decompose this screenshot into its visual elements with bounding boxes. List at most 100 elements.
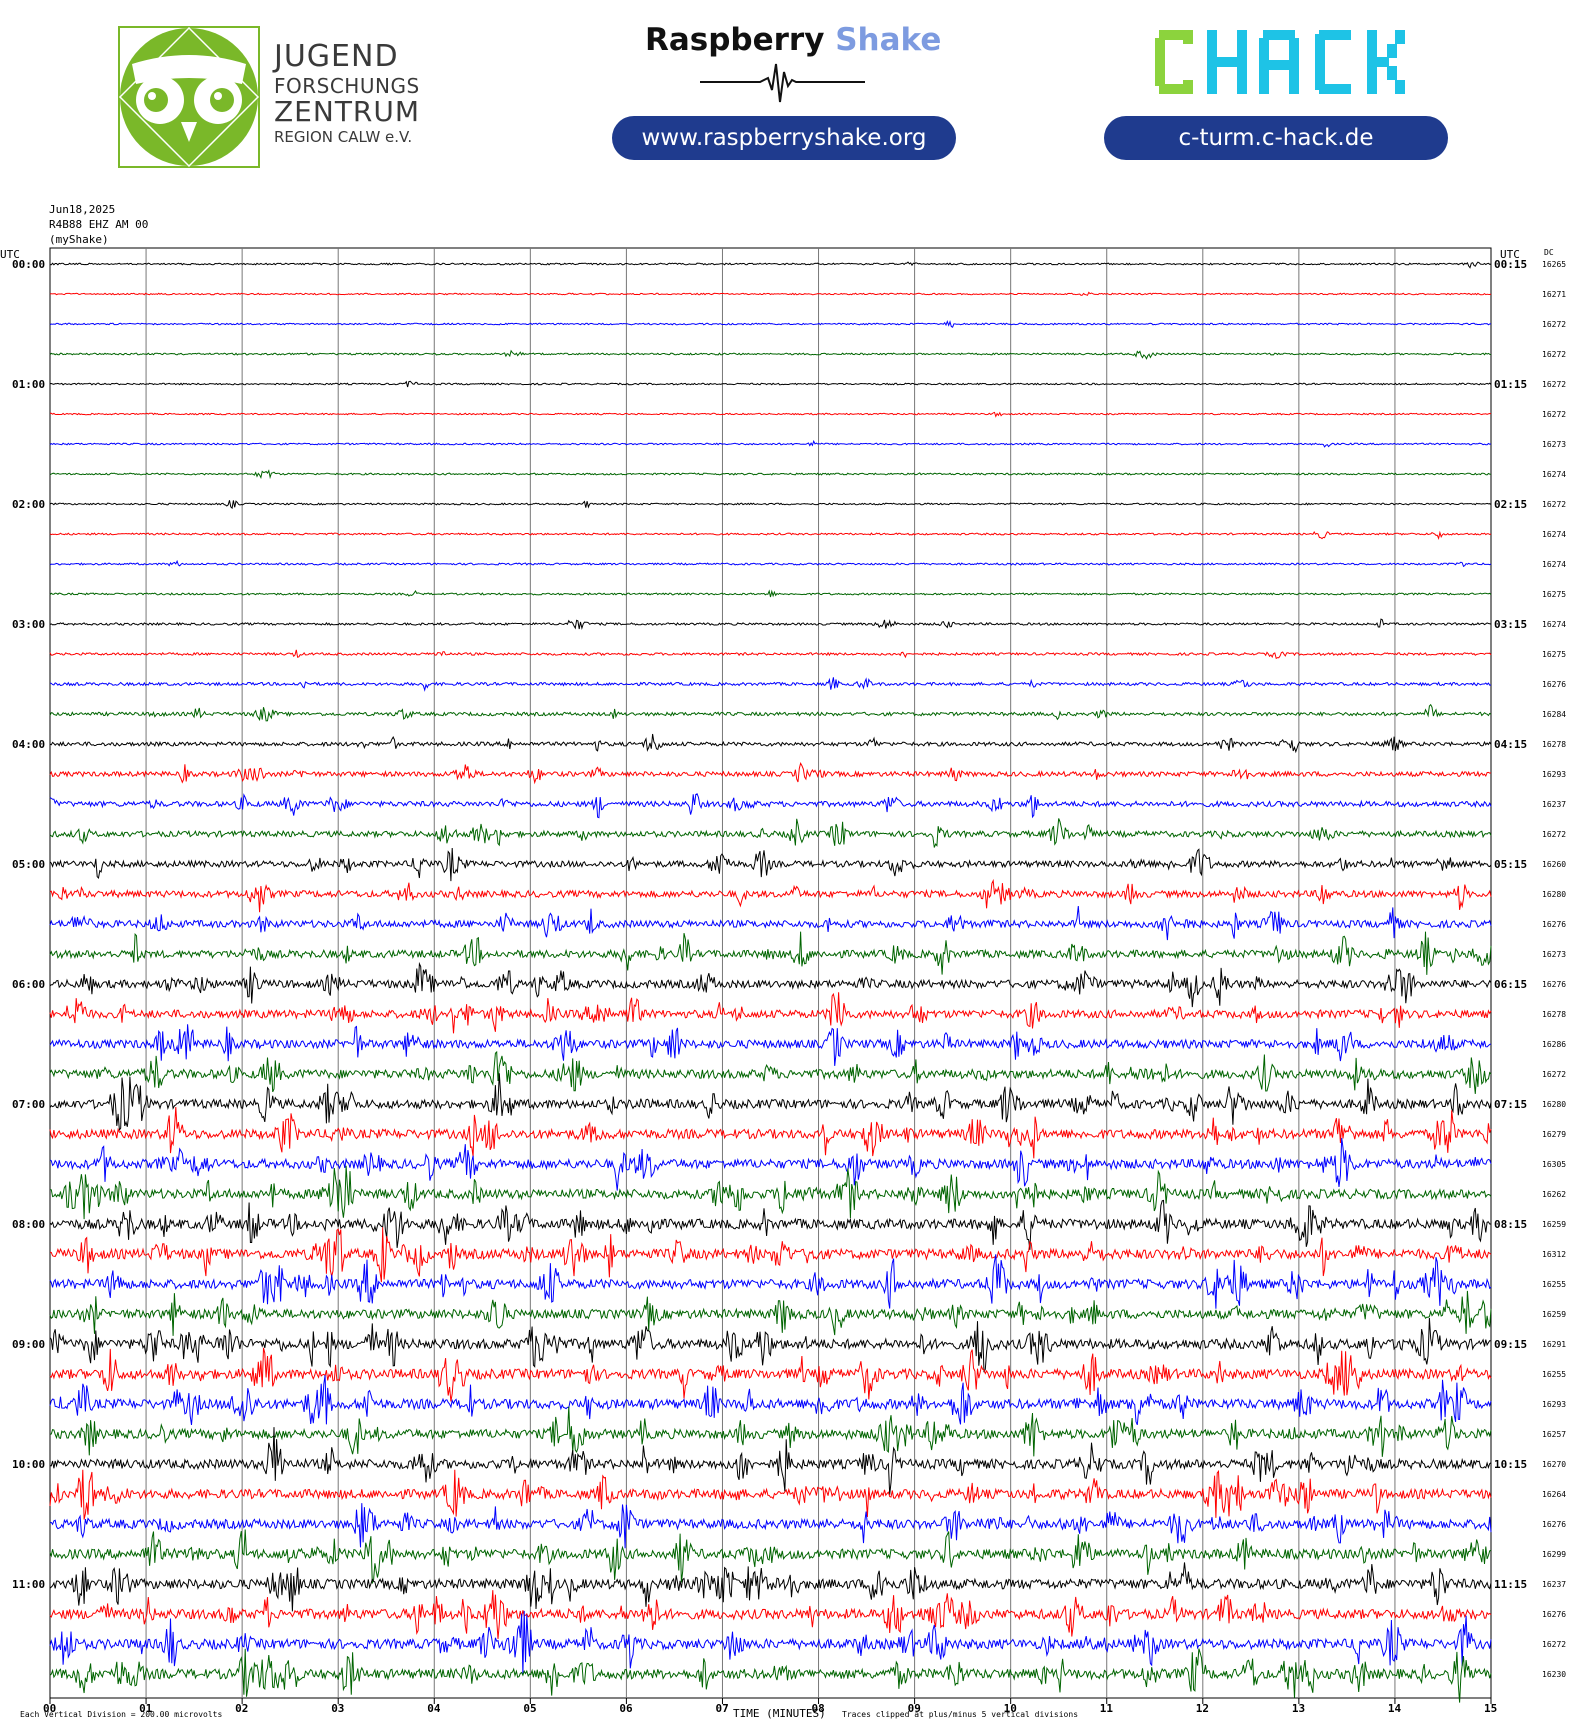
plot-frame xyxy=(49,247,1492,1699)
trace-line xyxy=(49,1648,1492,1703)
trace-line xyxy=(49,1137,1492,1191)
trace-line xyxy=(49,1165,1492,1220)
trace-line xyxy=(49,1227,1492,1283)
footer-scale-note: Each Vertical Division = 200.00 microvol… xyxy=(20,1710,222,1719)
row-left-label: 11:00 xyxy=(12,1578,45,1591)
raspberry-word: Raspberry xyxy=(645,22,825,58)
row-dc-value: 16293 xyxy=(1542,770,1566,779)
row-dc-value: 16274 xyxy=(1542,560,1566,569)
row-dc-value: 16276 xyxy=(1542,1520,1566,1529)
row-dc-value: 16259 xyxy=(1542,1310,1566,1319)
trace-line xyxy=(49,847,1492,882)
row-dc-value: 16237 xyxy=(1542,1580,1566,1589)
row-dc-value: 16272 xyxy=(1542,1070,1566,1079)
row-dc-value: 16280 xyxy=(1542,1100,1566,1109)
row-left-label: 00:00 xyxy=(12,258,45,271)
jfz-line-2: FORSCHUNGS xyxy=(274,74,420,98)
trace-line xyxy=(49,703,1492,722)
row-dc-value: 16274 xyxy=(1542,470,1566,479)
row-dc-value: 16276 xyxy=(1542,1610,1566,1619)
trace-line xyxy=(49,906,1492,941)
chack-logo-icon[interactable] xyxy=(1155,30,1415,94)
trace-line xyxy=(49,291,1492,296)
jfz-line-1: JUGEND xyxy=(274,39,399,74)
trace-line xyxy=(49,1317,1492,1373)
raspberryshake-url-button[interactable]: www.raspberryshake.org xyxy=(612,116,956,160)
jfz-wordmark: JUGEND FORSCHUNGS ZENTRUM REGION CALW e.… xyxy=(274,42,420,145)
row-dc-value: 16276 xyxy=(1542,680,1566,689)
trace-line xyxy=(49,1590,1492,1639)
row-left-label: 08:00 xyxy=(12,1218,45,1231)
trace-line xyxy=(49,500,1492,510)
jfz-logo[interactable]: JUGEND FORSCHUNGS ZENTRUM REGION CALW e.… xyxy=(118,26,498,168)
row-dc-value: 16262 xyxy=(1542,1190,1566,1199)
trace-line xyxy=(49,1073,1492,1132)
row-dc-value: 16275 xyxy=(1542,650,1566,659)
row-left-label: 10:00 xyxy=(12,1458,45,1471)
trace-line xyxy=(49,1106,1492,1159)
row-left-label: 04:00 xyxy=(12,738,45,751)
shake-word: Shake xyxy=(835,22,942,58)
row-left-label: 02:00 xyxy=(12,498,45,511)
row-dc-value: 16274 xyxy=(1542,530,1566,539)
row-right-label: 11:15 xyxy=(1494,1578,1527,1591)
x-tick-label: 05 xyxy=(523,1702,536,1715)
row-dc-value: 16273 xyxy=(1542,440,1566,449)
grid-lines xyxy=(145,248,1396,1698)
x-tick-label: 02 xyxy=(235,1702,248,1715)
trace-line xyxy=(49,1347,1492,1402)
row-dc-value: 16272 xyxy=(1542,350,1566,359)
row-dc-value: 16276 xyxy=(1542,980,1566,989)
x-tick-label: 08 xyxy=(812,1702,825,1715)
trace-line xyxy=(49,349,1492,360)
raspberry-shake-logo[interactable]: Raspberry Shake xyxy=(645,22,941,58)
trace-line xyxy=(49,469,1492,480)
trace-line xyxy=(49,649,1492,660)
trace-line xyxy=(49,961,1492,1008)
row-right-label: 02:15 xyxy=(1494,498,1527,511)
trace-line xyxy=(49,1503,1492,1549)
trace-line xyxy=(49,733,1492,754)
x-tick-label: 15 xyxy=(1484,1702,1497,1715)
seismic-wave-icon xyxy=(700,63,865,103)
row-dc-value: 16264 xyxy=(1542,1490,1566,1499)
row-right-label: 08:15 xyxy=(1494,1218,1527,1231)
chack-url-button[interactable]: c-turm.c-hack.de xyxy=(1104,116,1448,160)
header-banner: JUGEND FORSCHUNGS ZENTRUM REGION CALW e.… xyxy=(0,0,1570,185)
row-dc-value: 16237 xyxy=(1542,800,1566,809)
x-tick-label: 07 xyxy=(715,1702,728,1715)
trace-line xyxy=(49,380,1492,388)
row-right-label: 09:15 xyxy=(1494,1338,1527,1351)
row-dc-value: 16255 xyxy=(1542,1280,1566,1289)
row-dc-value: 16272 xyxy=(1542,320,1566,329)
row-dc-value: 16260 xyxy=(1542,860,1566,869)
x-tick-label: 03 xyxy=(331,1702,344,1715)
row-dc-value: 16270 xyxy=(1542,1460,1566,1469)
row-dc-value: 16255 xyxy=(1542,1370,1566,1379)
row-dc-value: 16271 xyxy=(1542,290,1566,299)
row-right-label: 06:15 xyxy=(1494,978,1527,991)
trace-line xyxy=(49,1024,1492,1066)
trace-line xyxy=(49,1610,1492,1675)
footer-clip-note: Traces clipped at plus/minus 5 vertical … xyxy=(842,1710,1078,1719)
dc-axis-title: DC xyxy=(1544,248,1554,257)
chart-title: Jun18,2025 R4B88 EHZ AM 00 (myShake) xyxy=(49,203,148,246)
trace-line xyxy=(49,1406,1492,1457)
row-dc-value: 16275 xyxy=(1542,590,1566,599)
trace-line xyxy=(49,439,1492,448)
row-left-label: 06:00 xyxy=(12,978,45,991)
row-labels: 00:00 00:15 16265 16271 16272 16272 01:00 01:15… xyxy=(12,258,1566,1679)
trace-line xyxy=(49,1375,1492,1425)
x-tick-label: 04 xyxy=(427,1702,441,1715)
trace-line xyxy=(49,1469,1492,1520)
trace-line xyxy=(49,261,1492,269)
row-right-label: 01:15 xyxy=(1494,378,1527,391)
row-dc-value: 16257 xyxy=(1542,1430,1566,1439)
row-right-label: 10:15 xyxy=(1494,1458,1527,1471)
row-right-label: 04:15 xyxy=(1494,738,1527,751)
row-left-label: 07:00 xyxy=(12,1098,45,1111)
x-tick-label: 10 xyxy=(1004,1702,1017,1715)
row-dc-value: 16299 xyxy=(1542,1550,1566,1559)
trace-line xyxy=(49,1529,1492,1584)
trace-line xyxy=(49,1562,1492,1612)
